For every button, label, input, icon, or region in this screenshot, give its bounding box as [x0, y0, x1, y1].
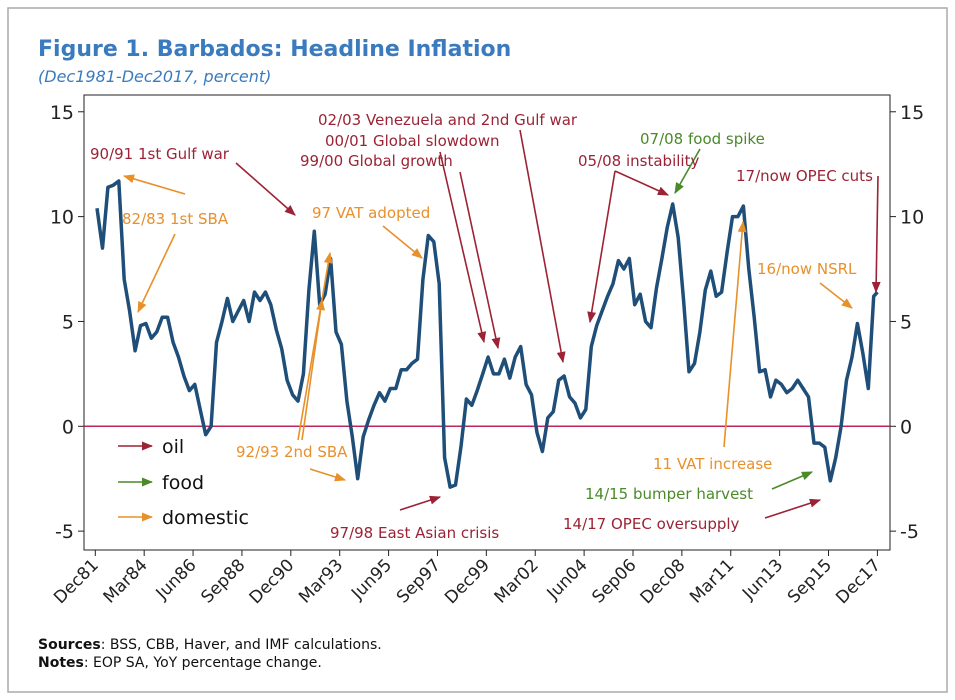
x-tick-label: Jun95: [347, 555, 396, 604]
legend-label: oil: [162, 436, 184, 458]
note-label: Sources: [38, 637, 101, 653]
arrow: [771, 471, 814, 490]
annotation: 16/now NSRL: [757, 260, 857, 278]
x-tick-label: Mar93: [295, 555, 347, 607]
y2-tick-label: 0: [900, 416, 912, 438]
annotation: 97 VAT adopted: [312, 204, 430, 222]
chart-subtitle: (Dec1981-Dec2017, percent): [38, 67, 271, 86]
x-tick-label: Dec99: [441, 555, 494, 608]
legend-label: food: [162, 472, 204, 494]
note-text: : BSS, CBB, Haver, and IMF calculations.: [100, 637, 382, 653]
arrow: [723, 220, 747, 448]
y-tick-label: 15: [50, 102, 74, 124]
x-tick-label: Mar11: [686, 555, 738, 607]
arrow: [297, 251, 333, 441]
x-tick-label: Sep97: [393, 555, 445, 607]
annotation: 90/91 1st Gulf war: [90, 145, 230, 163]
x-tick-label: Sep88: [197, 555, 249, 607]
y2-tick-label: 10: [900, 207, 924, 229]
annotation: 99/00 Global growth: [300, 152, 453, 170]
arrow: [587, 170, 616, 324]
annotation: 17/now OPEC cuts: [736, 167, 873, 185]
annotation: 11 VAT increase: [653, 455, 772, 473]
chart-title: Figure 1. Barbados: Headline Inflation: [38, 37, 511, 62]
arrow: [399, 495, 442, 511]
x-tick-label: Jun13: [738, 555, 787, 604]
arrow: [309, 468, 347, 482]
arrow: [301, 298, 326, 441]
arrow: [439, 151, 487, 344]
x-tick-label: Sep06: [588, 555, 640, 607]
arrow: [674, 148, 701, 194]
arrow: [382, 225, 423, 259]
legend-label: domestic: [162, 507, 249, 529]
arrow: [614, 170, 670, 196]
x-tick-label: Jun04: [543, 555, 592, 604]
annotation: 14/17 OPEC oversupply: [563, 515, 740, 533]
x-tick-label: Jun86: [152, 555, 201, 604]
annotation: 07/08 food spike: [640, 130, 765, 148]
y-tick-label: 0: [62, 416, 74, 438]
y-tick-label: 5: [62, 311, 74, 333]
arrow: [519, 129, 566, 364]
x-tick-label: Mar02: [491, 555, 543, 607]
y-tick-label: 10: [50, 207, 74, 229]
arrow: [871, 175, 881, 294]
x-tick-label: Dec17: [832, 555, 885, 608]
note-label: Notes: [38, 655, 84, 671]
annotation: 92/93 2nd SBA: [236, 443, 348, 461]
arrow: [122, 174, 186, 195]
series-line: [95, 179, 879, 489]
y2-tick-label: 5: [900, 311, 912, 333]
annotation: 05/08 instability: [578, 152, 699, 170]
note: Sources: BSS, CBB, Haver, and IMF calcul…: [38, 636, 382, 654]
annotation: 00/01 Global slowdown: [325, 132, 500, 150]
outer-frame: [7, 7, 948, 693]
x-tick-label: Dec08: [637, 555, 690, 608]
annotation: 14/15 bumper harvest: [585, 485, 753, 503]
annotation: 97/98 East Asian crisis: [330, 524, 499, 542]
x-tick-label: Dec81: [50, 555, 103, 608]
y2-tick-label: -5: [900, 521, 919, 543]
plot-frame: [83, 94, 891, 551]
y2-tick-label: 15: [900, 102, 924, 124]
arrow: [459, 171, 501, 350]
arrow: [235, 162, 296, 216]
notes: Sources: BSS, CBB, Haver, and IMF calcul…: [38, 636, 382, 672]
y-tick-label: -5: [55, 521, 74, 543]
note-text: : EOP SA, YoY percentage change.: [83, 655, 322, 671]
annotation: 82/83 1st SBA: [122, 210, 229, 228]
annotation: 02/03 Venezuela and 2nd Gulf war: [318, 111, 578, 129]
arrow: [137, 233, 176, 314]
arrow: [764, 498, 822, 519]
note: Notes: EOP SA, YoY percentage change.: [38, 654, 382, 672]
x-tick-label: Sep15: [784, 555, 836, 607]
arrow: [819, 282, 853, 309]
x-tick-label: Mar84: [100, 555, 152, 607]
x-tick-label: Dec90: [246, 555, 299, 608]
